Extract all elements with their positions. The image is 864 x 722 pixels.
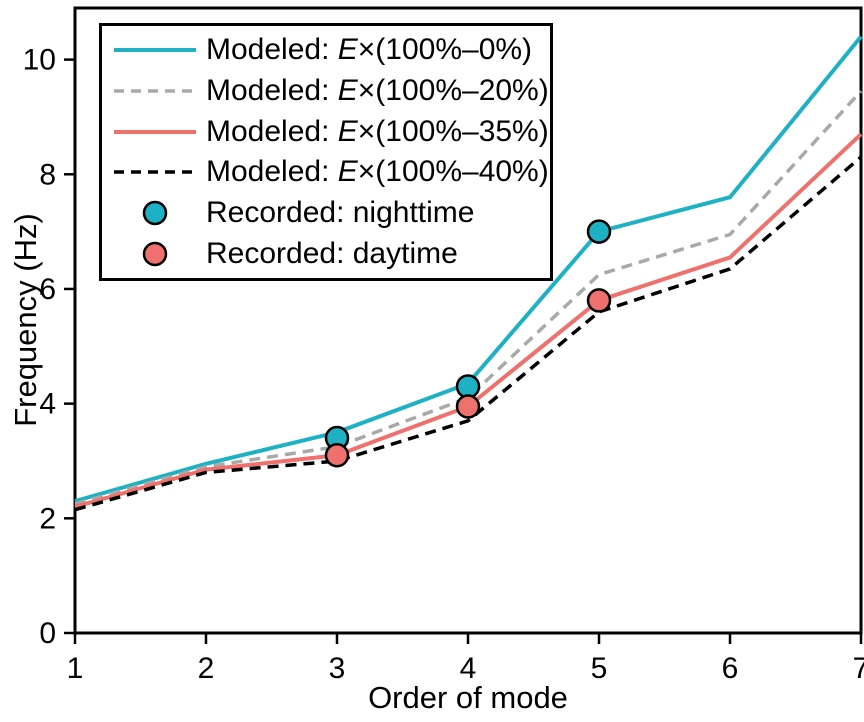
legend-item-label: Modeled: E×(100%–0%): [206, 33, 533, 67]
y-tick-label: 8: [39, 158, 56, 191]
y-tick-label: 6: [39, 273, 56, 306]
legend-item-label: Recorded: daytime: [206, 236, 458, 270]
legend-item-label: Modeled: E×(100%–35%): [206, 114, 549, 148]
legend-item-label: Modeled: E×(100%–20%): [206, 73, 549, 107]
recorded-point-1-1: [455, 394, 481, 419]
legend: Modeled: E×(100%–0%) Modeled: E×(100%–20…: [99, 23, 553, 281]
legend-item-label: Recorded: nighttime: [206, 195, 475, 229]
y-tick-label: 2: [39, 502, 56, 535]
x-tick-label: 5: [591, 652, 608, 685]
x-tick-label: 3: [329, 652, 346, 685]
legend-item-recorded-daytime: Recorded: daytime: [110, 234, 550, 274]
legend-item-label: Modeled: E×(100%–40%): [206, 155, 549, 189]
recorded-point-0-2: [586, 219, 612, 244]
x-tick-label: 4: [460, 652, 477, 685]
x-axis-label: Order of mode: [368, 680, 568, 715]
recorded-point-0-1: [455, 374, 481, 399]
legend-line-sample-red: [110, 126, 206, 138]
x-tick-label: 2: [198, 652, 215, 685]
recorded-point-1-2: [586, 288, 612, 313]
legend-marker-sample-daytime: [110, 239, 206, 269]
legend-line-sample-gray: [110, 85, 206, 97]
model-line-3: [74, 155, 863, 512]
y-tick-label: 0: [39, 617, 56, 650]
legend-item-modeled-20: Modeled: E×(100%–20%): [110, 71, 550, 111]
legend-line-sample-cyan: [110, 44, 206, 56]
model-line-1: [74, 89, 863, 506]
legend-item-recorded-nighttime: Recorded: nighttime: [110, 193, 550, 233]
x-tick-label: 7: [853, 652, 864, 685]
legend-item-modeled-40: Modeled: E×(100%–40%): [110, 152, 550, 192]
x-tick-label: 6: [722, 652, 739, 685]
x-tick-label: 1: [67, 652, 84, 685]
legend-line-sample-black: [110, 166, 206, 178]
recorded-point-1-0: [324, 442, 350, 468]
legend-item-modeled-35: Modeled: E×(100%–35%): [110, 112, 550, 152]
y-tick-label: 4: [39, 388, 56, 421]
y-tick-label: 10: [23, 44, 56, 77]
legend-item-modeled-0: Modeled: E×(100%–0%): [110, 30, 550, 70]
legend-marker-sample-nighttime: [110, 198, 206, 228]
y-axis-label: Frequency (Hz): [8, 213, 43, 427]
